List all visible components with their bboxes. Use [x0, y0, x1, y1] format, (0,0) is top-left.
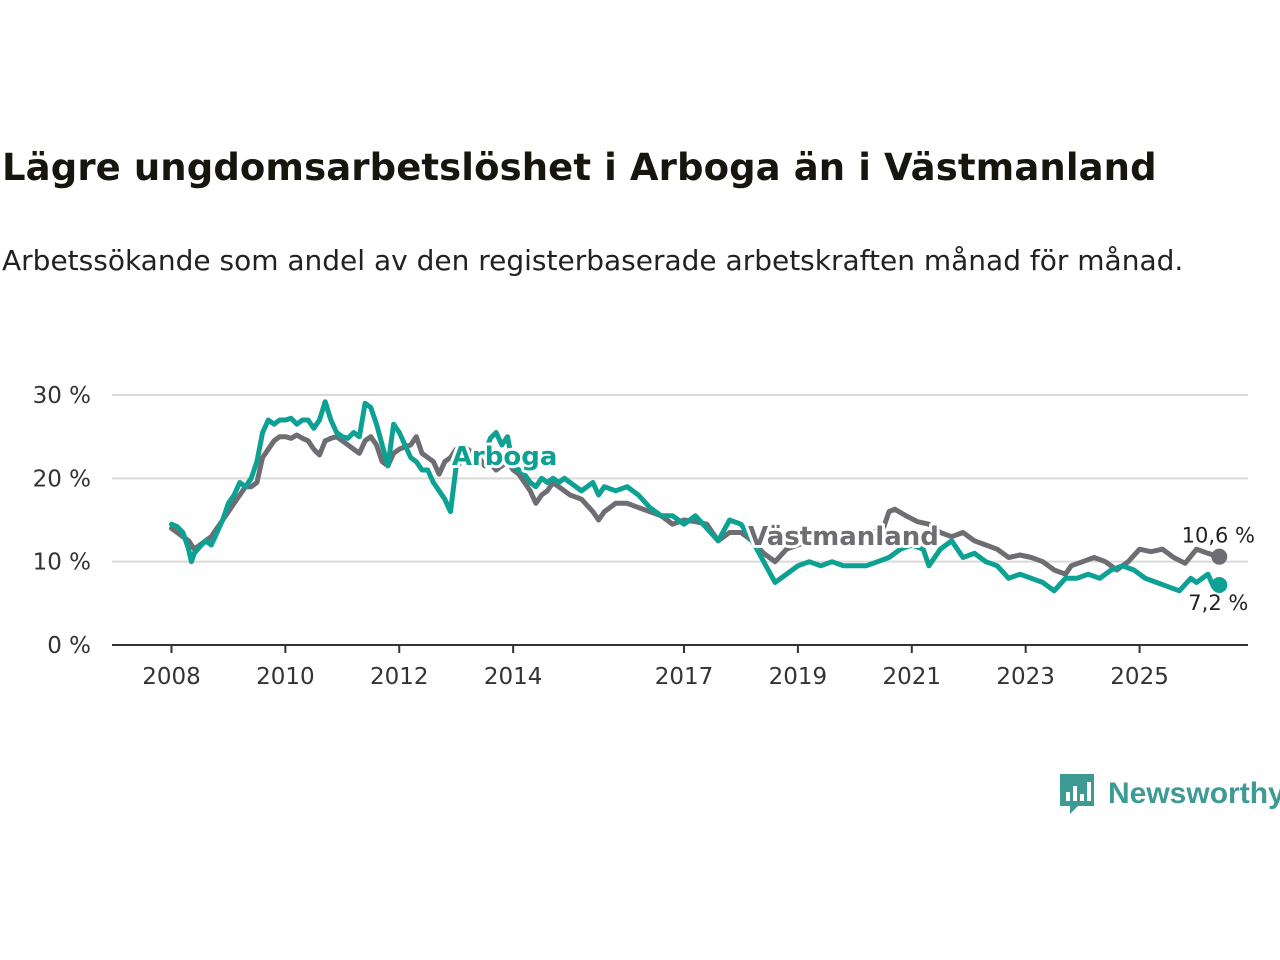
x-tick-label: 2010	[256, 664, 315, 690]
x-tick-label: 2017	[655, 664, 714, 690]
x-tick-label: 2023	[996, 664, 1055, 690]
x-tick-label: 2012	[370, 664, 429, 690]
x-tick-label: 2008	[142, 664, 201, 690]
x-tick-label: 2014	[484, 664, 543, 690]
y-tick-label: 0 %	[47, 633, 91, 659]
x-tick-label: 2025	[1110, 664, 1169, 690]
y-tick-label: 30 %	[33, 383, 91, 409]
brand: Newsworthy	[1058, 772, 1280, 816]
series-label: Arboga	[452, 442, 558, 472]
brand-name: Newsworthy	[1108, 777, 1280, 810]
end-point-marker	[1211, 548, 1228, 565]
end-point-marker	[1211, 577, 1228, 593]
y-tick-label: 20 %	[33, 466, 91, 492]
end-value-label: 10,6 %	[1182, 524, 1255, 548]
series-line-arboga	[169, 399, 1222, 594]
y-tick-label: 10 %	[33, 550, 91, 576]
x-tick-label: 2021	[883, 664, 942, 690]
x-tick-label: 2019	[769, 664, 828, 690]
newsworthy-logo-icon	[1060, 774, 1094, 814]
end-value-label: 7,2 %	[1188, 591, 1248, 615]
chart-title: Lägre ungdomsarbetslöshet i Arboga än i …	[2, 146, 1157, 189]
chart-subtitle: Arbetssökande som andel av den registerb…	[2, 244, 1184, 277]
series-line-v-stmanland	[169, 432, 1222, 577]
series-label: Västmanland	[748, 522, 939, 552]
line-chart: 0 % 10 % 20 % 30 % 2008 2010 2012 2014 2017 2019…	[33, 383, 1257, 690]
